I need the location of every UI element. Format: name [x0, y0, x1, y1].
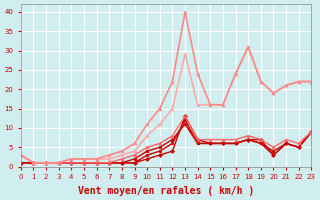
X-axis label: Vent moyen/en rafales ( km/h ): Vent moyen/en rafales ( km/h ) — [78, 186, 254, 196]
